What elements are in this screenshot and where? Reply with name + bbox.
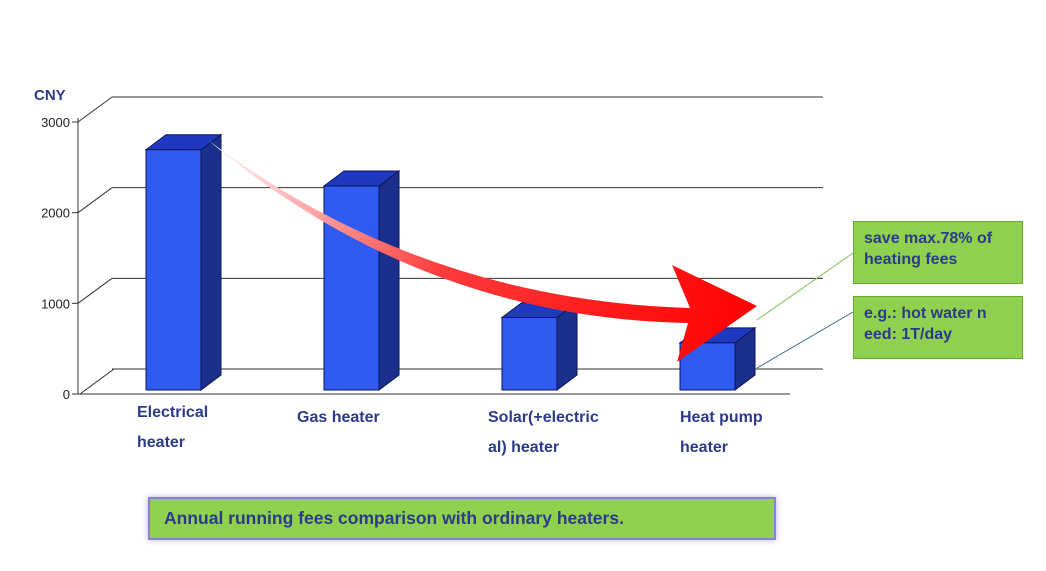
bar-side	[200, 133, 222, 391]
category-label-gas: Gas heater	[297, 409, 380, 426]
bar-group	[144, 133, 223, 391]
bar	[501, 316, 558, 391]
chart-caption: Annual running fees comparison with ordi…	[148, 497, 776, 540]
bar	[323, 185, 380, 391]
gridline-depth	[77, 277, 113, 304]
y-tick-label: 3000	[41, 115, 70, 130]
bar-group	[322, 170, 401, 391]
example-callout: e.g.: hot water n eed: 1T/day	[853, 296, 1023, 359]
gridline-depth	[77, 187, 113, 214]
bar-group	[500, 301, 579, 391]
bar	[145, 149, 202, 391]
y-tick-label: 2000	[41, 206, 70, 221]
category-label-electrical: Electrical heater	[137, 404, 209, 451]
y-axis-label: CNY	[34, 87, 66, 104]
callout-leader-save	[756, 252, 854, 321]
callout-leader-example	[756, 311, 854, 369]
floor-depth-line	[79, 368, 115, 395]
y-tick-label: 1000	[41, 296, 70, 311]
category-label-solar: Solar(+electric al) heater	[488, 409, 599, 456]
gridline-depth	[77, 96, 113, 123]
bar-side	[378, 170, 400, 391]
savings-callout: save max.78% of heating fees	[853, 221, 1023, 284]
trend-arrow	[208, 140, 757, 362]
category-label-heat-pump: Heat pump heater	[680, 409, 763, 456]
y-tick-label: 0	[63, 387, 70, 402]
